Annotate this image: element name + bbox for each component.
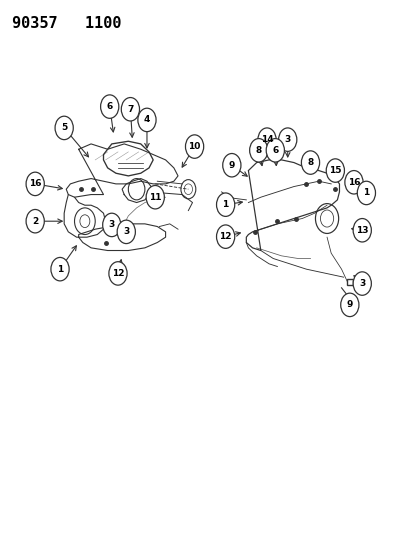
Circle shape [117, 220, 135, 244]
Circle shape [121, 98, 139, 121]
Text: 1: 1 [362, 189, 369, 197]
Circle shape [26, 172, 44, 196]
Text: 16: 16 [347, 178, 359, 187]
Text: 3: 3 [284, 135, 290, 144]
Circle shape [185, 135, 203, 158]
Circle shape [257, 128, 275, 151]
Text: 11: 11 [149, 193, 161, 201]
Circle shape [356, 181, 375, 205]
Text: 4: 4 [143, 116, 150, 124]
Text: 90357   1100: 90357 1100 [12, 16, 121, 31]
Circle shape [26, 209, 44, 233]
Text: 3: 3 [123, 228, 129, 236]
Text: 3: 3 [358, 279, 365, 288]
Text: 13: 13 [355, 226, 368, 235]
Text: 6: 6 [271, 146, 278, 155]
Text: 10: 10 [188, 142, 200, 151]
Text: 2: 2 [32, 217, 38, 225]
Circle shape [278, 128, 296, 151]
Circle shape [138, 108, 156, 132]
Circle shape [266, 139, 284, 162]
Circle shape [222, 154, 240, 177]
Text: 16: 16 [29, 180, 41, 188]
Circle shape [55, 116, 73, 140]
Circle shape [146, 185, 164, 209]
Circle shape [340, 293, 358, 317]
Circle shape [109, 262, 127, 285]
Text: 7: 7 [127, 105, 133, 114]
Circle shape [216, 193, 234, 216]
Circle shape [325, 159, 344, 182]
Circle shape [216, 225, 234, 248]
Circle shape [249, 139, 267, 162]
Circle shape [51, 257, 69, 281]
Text: 15: 15 [328, 166, 341, 175]
Text: 5: 5 [61, 124, 67, 132]
Circle shape [102, 213, 121, 237]
Circle shape [100, 95, 119, 118]
Text: 8: 8 [255, 146, 261, 155]
Circle shape [301, 151, 319, 174]
Text: 9: 9 [228, 161, 235, 169]
Text: 8: 8 [306, 158, 313, 167]
Text: 9: 9 [346, 301, 352, 309]
Text: 12: 12 [112, 269, 124, 278]
Text: 12: 12 [219, 232, 231, 241]
Circle shape [352, 219, 370, 242]
Text: 1: 1 [57, 265, 63, 273]
Text: 14: 14 [260, 135, 273, 144]
Circle shape [344, 171, 362, 194]
Circle shape [352, 272, 370, 295]
Text: 1: 1 [222, 200, 228, 209]
Text: 3: 3 [108, 221, 115, 229]
Text: 6: 6 [106, 102, 113, 111]
